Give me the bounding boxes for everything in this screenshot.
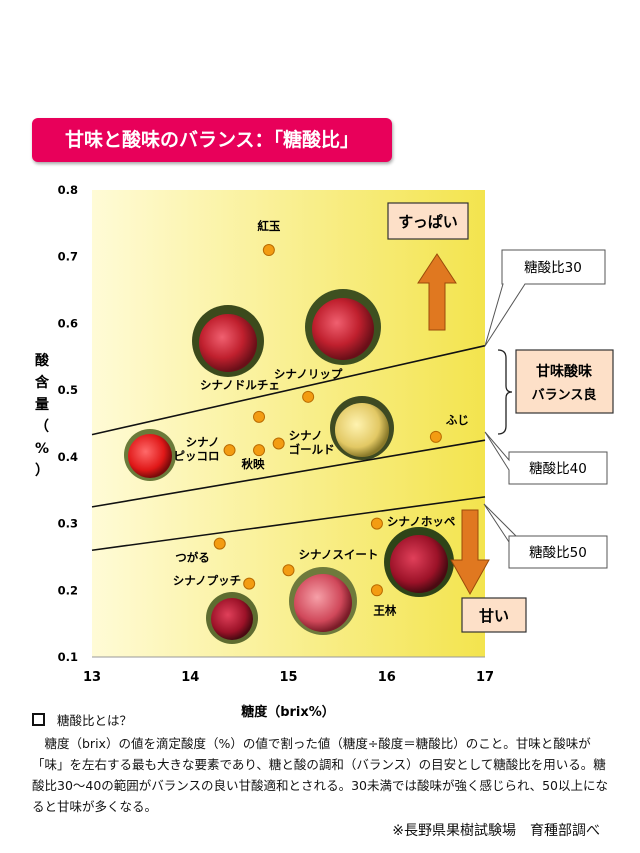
x-tick-label: 13 xyxy=(83,670,101,685)
note-heading-text: 糖酸比とは？ xyxy=(57,713,133,728)
point-label: シナノピッコロ xyxy=(174,435,220,463)
sweet-annotation: 甘い xyxy=(450,509,527,633)
apple-photo-shinano-dolce xyxy=(192,305,264,377)
data-point xyxy=(253,444,266,457)
point-label: シナノホッペ xyxy=(387,515,456,529)
point-label: シナノゴールド xyxy=(289,429,335,457)
data-point xyxy=(302,390,315,403)
y-tick-label: 0.7 xyxy=(58,250,78,264)
down-arrow-icon xyxy=(450,509,490,596)
callout-ratio-30: 糖酸比30 xyxy=(484,249,606,347)
point-label: つがる xyxy=(175,551,210,565)
callout-ratio-40-label: 糖酸比40 xyxy=(529,461,587,477)
balance-box xyxy=(515,349,614,414)
point-label: シナノスイート xyxy=(299,547,379,561)
ratio-lines xyxy=(91,344,486,552)
x-tick-labels: 13 14 15 16 17 xyxy=(83,670,494,685)
callout-ratio-50-shape xyxy=(483,503,608,569)
ratio-line-40 xyxy=(91,439,486,508)
x-tick-label: 15 xyxy=(279,670,297,685)
chart-title: 甘味と酸味のバランス：「糖酸比」 xyxy=(32,118,392,162)
note-bullet-icon xyxy=(32,713,45,726)
y-axis-label: 酸含量（%） xyxy=(35,352,50,479)
point-label: 紅玉 xyxy=(257,219,280,233)
apple-photo-shinano-lip xyxy=(305,289,381,365)
data-point xyxy=(429,430,442,443)
apple-photo-shinano-piccolo xyxy=(124,429,176,481)
data-point xyxy=(253,410,266,423)
y-tick-label: 0.4 xyxy=(58,450,78,464)
balance-annotation: 甘味酸味 バランス良 xyxy=(497,349,614,435)
point-label: 秋映 xyxy=(242,457,265,471)
callout-ratio-40: 糖酸比40 xyxy=(484,431,608,485)
x-tick-label: 16 xyxy=(378,670,396,685)
x-tick-label: 14 xyxy=(181,670,199,685)
data-point xyxy=(213,537,226,550)
sour-box xyxy=(387,202,469,240)
y-tick-labels: 0.1 0.2 0.3 0.4 0.5 0.6 0.7 0.8 xyxy=(58,183,78,664)
point-label: シナノリップ xyxy=(274,367,343,381)
credit: ※長野県果樹試験場 育種部調べ xyxy=(392,823,600,839)
y-tick-label: 0.2 xyxy=(58,583,78,597)
ratio-line-30 xyxy=(91,344,486,436)
point-label: シナノプッチ xyxy=(173,574,241,588)
apple-photo-shinano-sweet xyxy=(289,567,357,635)
data-point xyxy=(243,577,256,590)
callout-ratio-50-label: 糖酸比50 xyxy=(529,545,587,561)
y-tick-label: 0.5 xyxy=(58,383,78,397)
data-point xyxy=(262,244,275,257)
point-label: ふじ xyxy=(446,413,469,427)
data-point xyxy=(370,584,383,597)
data-point xyxy=(223,444,236,457)
apple-photo-shinano-gold xyxy=(330,396,394,460)
apple-photos xyxy=(124,289,454,644)
data-point xyxy=(272,437,285,450)
x-tick-label: 17 xyxy=(476,670,494,685)
sweet-box xyxy=(461,597,527,633)
point-label: 王林 xyxy=(373,603,396,617)
balance-label-line1: 甘味酸味 xyxy=(536,363,592,380)
sweet-label: 甘い xyxy=(479,607,509,625)
point-label-shinano-dolce: シナノドルチェ xyxy=(200,378,280,392)
data-point xyxy=(370,517,383,530)
y-tick-label: 0.3 xyxy=(58,517,78,531)
note-body: 糖度（brix）の値を滴定酸度（%）の値で割った値（糖度÷酸度＝糖酸比）のこと。… xyxy=(32,736,608,814)
sour-annotation: すっぱい xyxy=(387,202,469,331)
up-arrow-icon xyxy=(417,253,457,331)
y-tick-label: 0.1 xyxy=(58,650,78,664)
note-heading: 糖酸比とは？ xyxy=(32,710,617,731)
balance-brace xyxy=(497,349,513,435)
sour-label: すっぱい xyxy=(398,213,457,231)
data-point xyxy=(282,564,295,577)
balance-label-line2: バランス良 xyxy=(532,387,597,403)
y-tick-label: 0.8 xyxy=(58,183,78,197)
apple-photo-shinano-hoppe xyxy=(384,527,454,597)
callout-ratio-50: 糖酸比50 xyxy=(483,503,608,569)
x-axis-label: 糖度（brix%） xyxy=(241,704,335,720)
y-tick-label: 0.6 xyxy=(58,316,78,330)
ratio-line-50 xyxy=(91,496,486,552)
callout-ratio-30-shape xyxy=(484,249,606,347)
apple-photo-shinano-pucchi xyxy=(206,592,258,644)
callout-ratio-40-shape xyxy=(484,431,608,485)
callout-ratio-30-label: 糖酸比30 xyxy=(524,260,582,276)
